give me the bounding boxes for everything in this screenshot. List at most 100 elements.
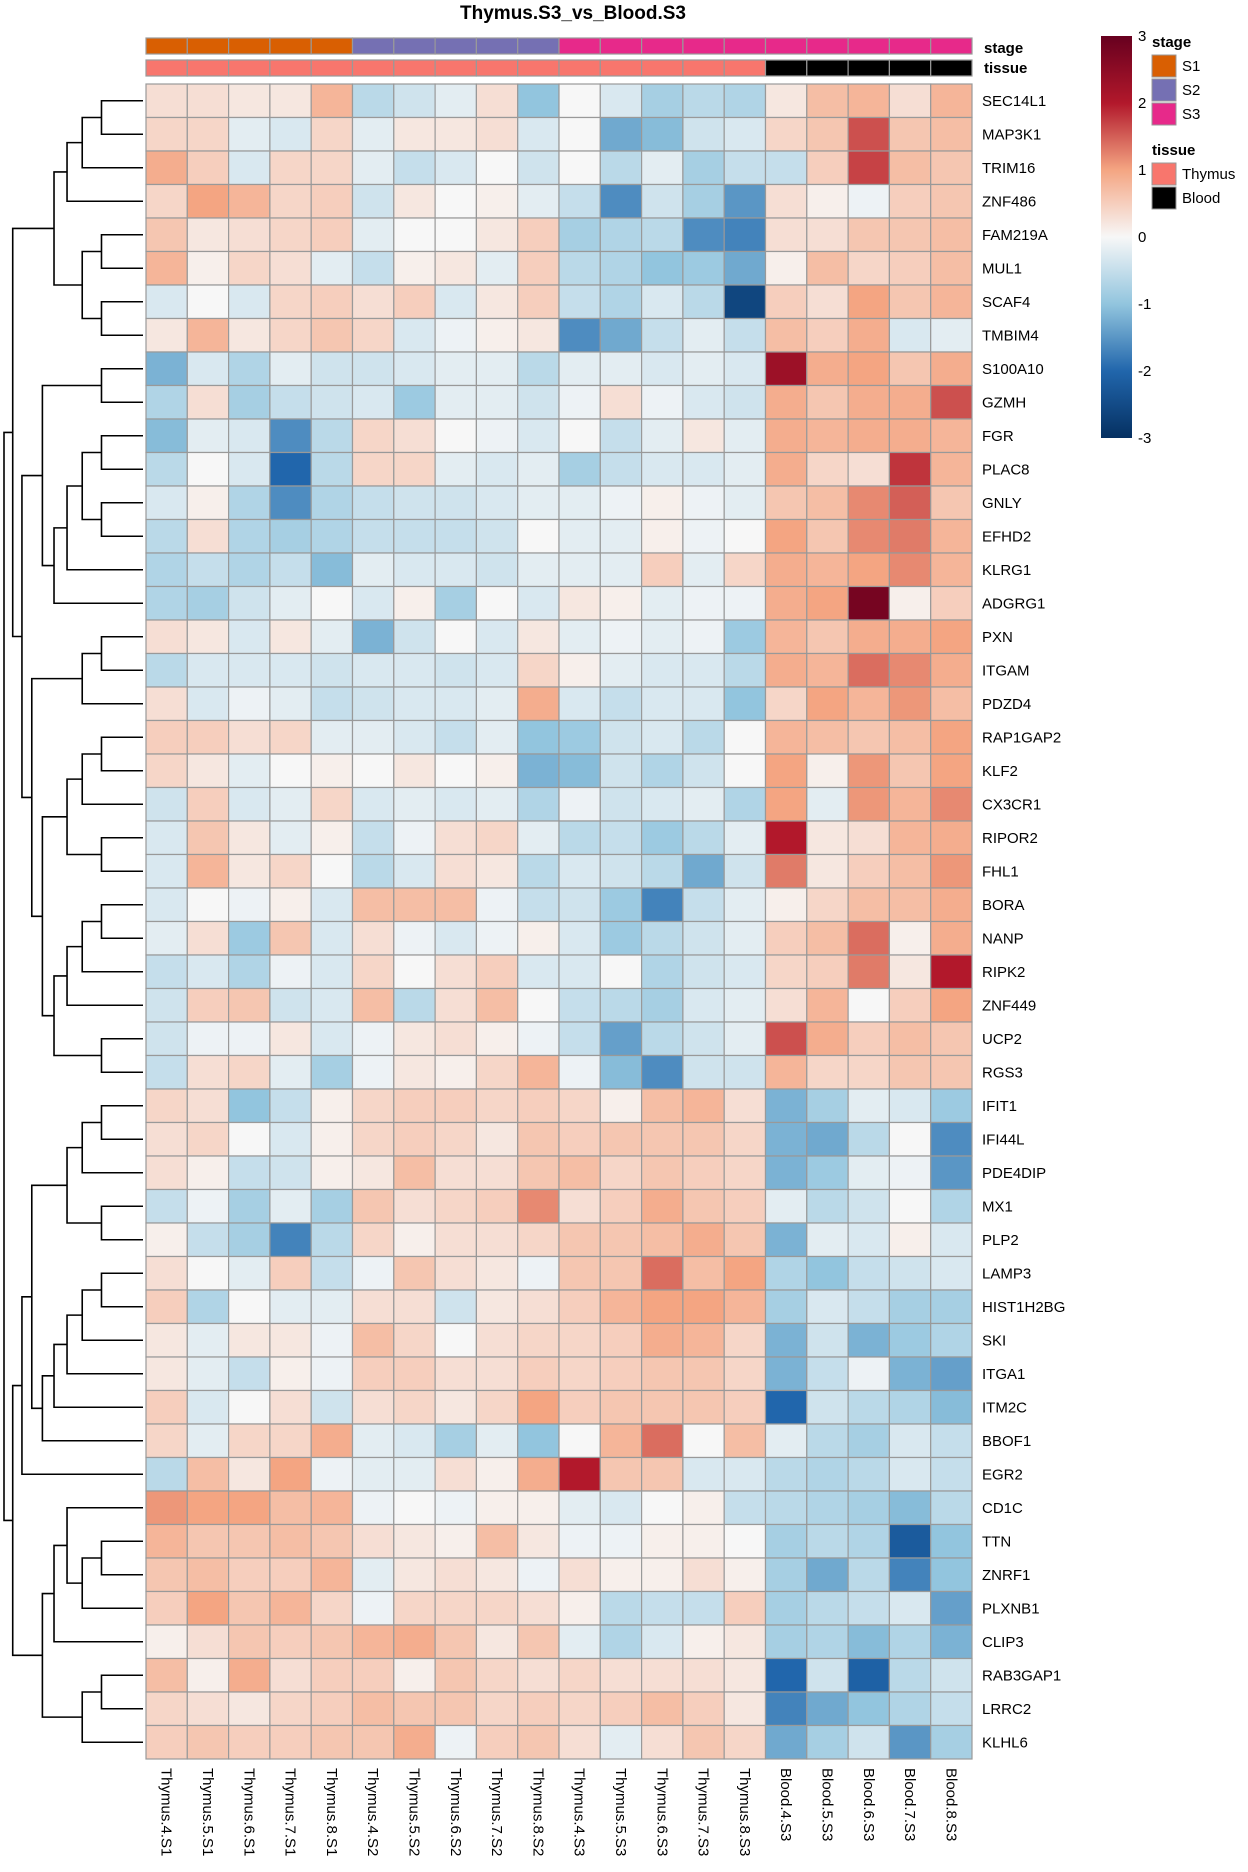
- heatmap-cell: [558, 585, 601, 621]
- heatmap-cell: [475, 1657, 519, 1693]
- heatmap-cell: [558, 1423, 601, 1459]
- row-label: MUL1: [982, 260, 1022, 277]
- heatmap-cell: [723, 1523, 767, 1559]
- heatmap-cell: [764, 150, 808, 186]
- heatmap-cell: [393, 1222, 436, 1258]
- heatmap-cell: [351, 384, 395, 420]
- heatmap-cell: [517, 652, 560, 688]
- heatmap-cell: [640, 786, 684, 822]
- stage-annotation-cell: [310, 37, 354, 55]
- heatmap-cell: [930, 920, 973, 956]
- heatmap-cell: [764, 1557, 808, 1593]
- heatmap-cell: [599, 1289, 643, 1325]
- heatmap-cell: [269, 183, 312, 219]
- legend-label: S3: [1182, 106, 1200, 123]
- heatmap-cell: [558, 351, 601, 387]
- column-label: Thymus.5.S2: [405, 1768, 422, 1856]
- heatmap-cell: [228, 1657, 271, 1693]
- heatmap-cell: [434, 1523, 478, 1559]
- heatmap-cell: [806, 1021, 849, 1057]
- heatmap-cell: [930, 1423, 973, 1459]
- heatmap-cell: [764, 217, 808, 253]
- heatmap-cell: [186, 1054, 230, 1090]
- heatmap-cell: [517, 351, 560, 387]
- heatmap-cell: [228, 1389, 271, 1425]
- heatmap-cell: [269, 1590, 312, 1626]
- heatmap-cell: [310, 987, 354, 1023]
- heatmap-cell: [640, 1389, 684, 1425]
- heatmap-cell: [806, 954, 849, 990]
- heatmap-cell: [517, 585, 560, 621]
- heatmap-cell: [186, 384, 230, 420]
- dendrogram-branch: [81, 652, 143, 705]
- heatmap-cell: [806, 887, 849, 923]
- heatmap-cell: [723, 585, 767, 621]
- stage-annotation-cell: [475, 37, 519, 55]
- annotation-label-tissue: tissue: [984, 60, 1027, 77]
- heatmap-cell: [517, 384, 560, 420]
- heatmap-cell: [806, 1490, 849, 1526]
- heatmap-cell: [599, 619, 643, 655]
- heatmap-cell: [888, 1657, 932, 1693]
- heatmap-cell: [558, 786, 601, 822]
- heatmap-cell: [723, 753, 767, 789]
- heatmap-cell: [475, 585, 519, 621]
- heatmap-cell: [764, 1657, 808, 1693]
- heatmap-cell: [228, 183, 271, 219]
- heatmap-cell: [434, 987, 478, 1023]
- heatmap-cell: [269, 652, 312, 688]
- heatmap-cell: [269, 1691, 312, 1727]
- heatmap-cell: [599, 1557, 643, 1593]
- heatmap-cell: [475, 418, 519, 454]
- heatmap-cell: [475, 83, 519, 119]
- heatmap-cell: [682, 1222, 725, 1258]
- heatmap-cell: [310, 1188, 354, 1224]
- heatmap-cell: [145, 552, 188, 588]
- heatmap-cell: [723, 284, 767, 320]
- heatmap-cell: [682, 1322, 725, 1358]
- heatmap-cell: [558, 1490, 601, 1526]
- heatmap-cell: [186, 786, 230, 822]
- heatmap-cell: [599, 1456, 643, 1492]
- heatmap-cell: [599, 719, 643, 755]
- heatmap-cell: [434, 1590, 478, 1626]
- heatmap-cell: [682, 853, 725, 889]
- heatmap-cell: [434, 1222, 478, 1258]
- heatmap-cell: [186, 853, 230, 889]
- heatmap-cell: [269, 1389, 312, 1425]
- heatmap-cell: [434, 1724, 478, 1760]
- heatmap-cell: [847, 1322, 890, 1358]
- heatmap-cell: [145, 987, 188, 1023]
- heatmap-cell: [888, 1724, 932, 1760]
- heatmap-cell: [682, 1289, 725, 1325]
- stage-annotation-cell: [517, 37, 560, 55]
- heatmap-cell: [186, 552, 230, 588]
- heatmap-cell: [228, 83, 271, 119]
- row-label: CLIP3: [982, 1634, 1024, 1651]
- heatmap-cell: [310, 954, 354, 990]
- heatmap-cell: [310, 552, 354, 588]
- heatmap-cell: [228, 1490, 271, 1526]
- row-label: GZMH: [982, 394, 1026, 411]
- heatmap-cell: [640, 384, 684, 420]
- row-label: FGR: [982, 428, 1014, 445]
- heatmap-cell: [393, 987, 436, 1023]
- heatmap-cell: [269, 284, 312, 320]
- heatmap-cell: [764, 518, 808, 554]
- heatmap-cell: [888, 786, 932, 822]
- heatmap-cell: [351, 1222, 395, 1258]
- heatmap-cell: [764, 887, 808, 923]
- heatmap-cell: [599, 1188, 643, 1224]
- heatmap-cell: [682, 1523, 725, 1559]
- heatmap-cell: [723, 1423, 767, 1459]
- heatmap-cell: [186, 1456, 230, 1492]
- heatmap-cell: [269, 1456, 312, 1492]
- heatmap-cell: [847, 351, 890, 387]
- heatmap-cell: [145, 786, 188, 822]
- heatmap-cell: [806, 1121, 849, 1157]
- heatmap-cell: [145, 1255, 188, 1291]
- heatmap-cell: [682, 1255, 725, 1291]
- tissue-annotation-cell: [269, 59, 312, 77]
- heatmap-cell: [888, 920, 932, 956]
- heatmap-cell: [847, 1222, 890, 1258]
